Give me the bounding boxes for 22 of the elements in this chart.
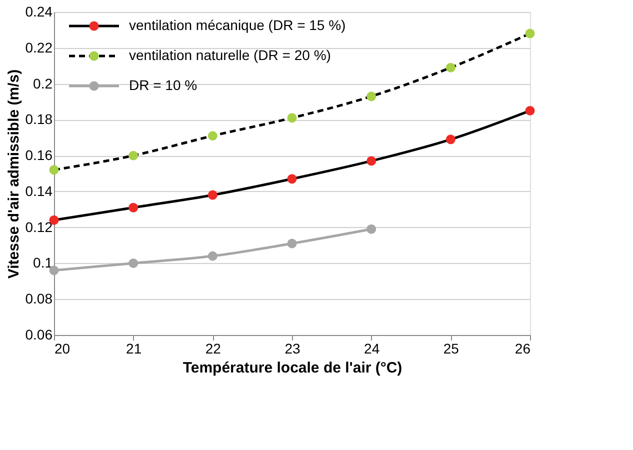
legend-label: ventilation naturelle (DR = 20 %) <box>129 47 331 63</box>
x-tick-label: 20 <box>54 340 70 356</box>
y-tick-label: 0.24 <box>25 4 53 20</box>
y-tick-label: 0.22 <box>25 39 53 56</box>
legend-label: DR = 10 % <box>129 77 198 93</box>
y-tick-label: 0.08 <box>25 290 53 307</box>
y-tick-label: 0.12 <box>25 218 53 235</box>
y-tick-label: 0.18 <box>25 111 53 128</box>
y-tick-label: 0.16 <box>25 147 53 164</box>
x-tick-label: 21 <box>126 340 142 356</box>
y-tick-label: 0.1 <box>33 254 53 271</box>
y-tick-label: 0.14 <box>25 182 53 199</box>
x-axis-title: Température locale de l'air (°C) <box>182 360 402 376</box>
x-tick-label: 22 <box>205 340 222 356</box>
x-tick-label: 26 <box>514 340 531 356</box>
legend-label: ventilation mécanique (DR = 15 %) <box>129 17 346 33</box>
x-tick-label: 23 <box>284 340 300 356</box>
x-tick-label: 25 <box>443 340 460 356</box>
y-tick-label: 0.06 <box>25 326 53 342</box>
x-tick-label: 24 <box>364 340 380 356</box>
y-tick-label: 0.2 <box>33 75 53 92</box>
y-axis-title: Vitesse d'air admissible (m/s) <box>5 69 22 279</box>
